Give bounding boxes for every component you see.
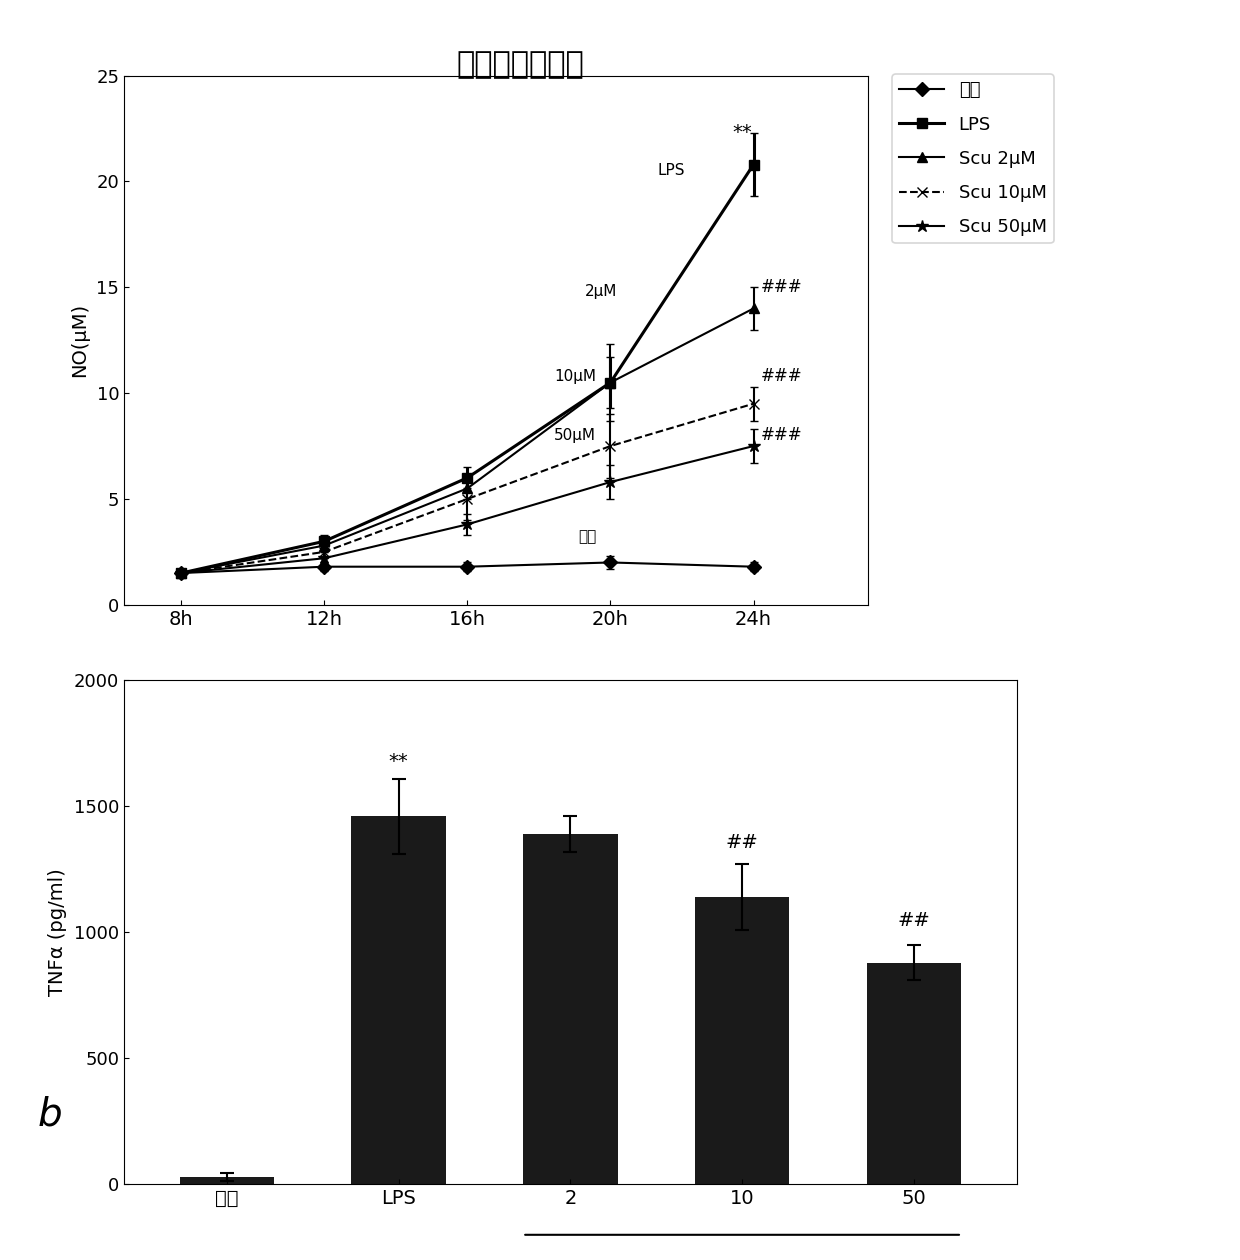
Text: 原代小胶质细胞: 原代小胶质细胞: [456, 50, 585, 79]
Text: 10μM: 10μM: [554, 369, 596, 384]
Legend: 对照, LPS, Scu 2μM, Scu 10μM, Scu 50μM: 对照, LPS, Scu 2μM, Scu 10μM, Scu 50μM: [892, 74, 1054, 243]
Text: **: **: [732, 123, 751, 142]
Text: LPS: LPS: [657, 164, 684, 179]
Bar: [351, 816, 446, 1184]
Y-axis label: NO(μM): NO(μM): [71, 304, 89, 377]
Text: ###: ###: [760, 426, 802, 445]
Text: ##: ##: [898, 911, 930, 930]
Y-axis label: TNFα (pg/ml): TNFα (pg/ml): [48, 868, 67, 997]
Text: ###: ###: [760, 367, 802, 386]
Bar: [867, 963, 961, 1184]
Text: 50μM: 50μM: [554, 428, 596, 444]
Text: 对照: 对照: [578, 529, 596, 544]
Text: ##: ##: [725, 833, 759, 852]
Bar: [694, 897, 790, 1184]
Text: ###: ###: [760, 278, 802, 296]
Bar: [180, 1177, 274, 1184]
Bar: [523, 834, 618, 1184]
Text: b: b: [37, 1096, 62, 1134]
Text: 2μM: 2μM: [585, 284, 618, 299]
Text: **: **: [389, 752, 409, 771]
